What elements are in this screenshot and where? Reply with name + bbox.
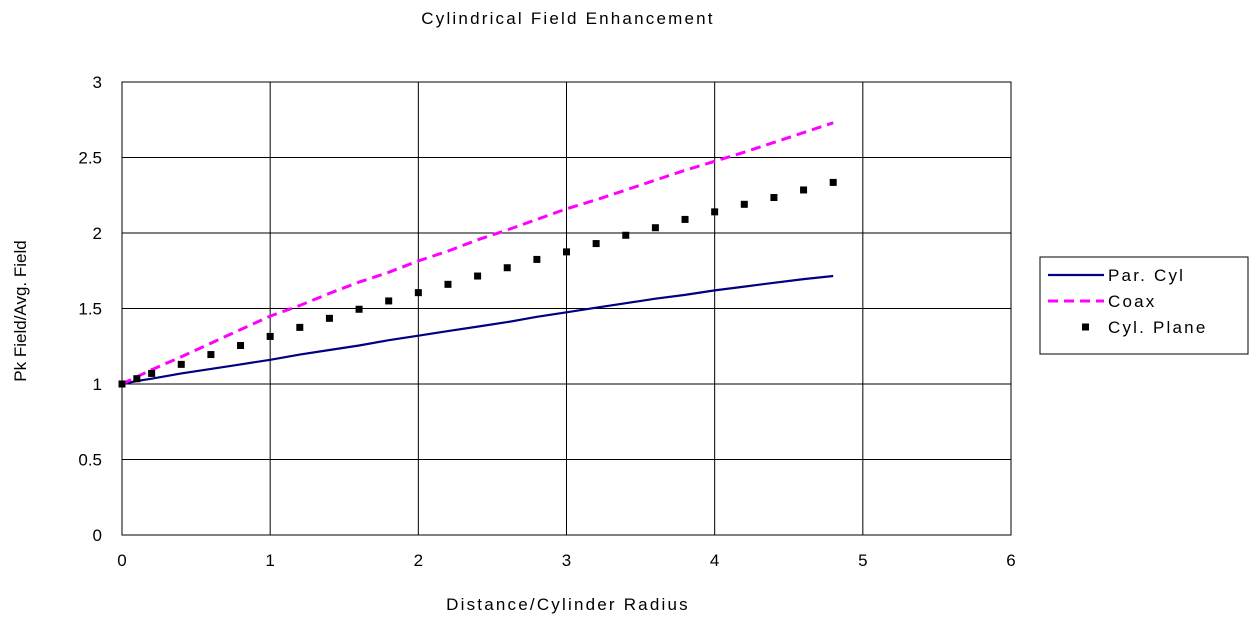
point-cyl-plane	[444, 280, 452, 288]
y-tick-label: 3	[93, 73, 102, 92]
point-cyl-plane	[474, 272, 482, 280]
point-cyl-plane	[711, 208, 719, 216]
point-cyl-plane	[800, 186, 808, 194]
y-tick-labels: 0 0.5 1 1.5 2 2.5 3	[78, 73, 102, 545]
chart-title: Cylindrical Field Enhancement	[421, 9, 714, 28]
point-cyl-plane	[770, 194, 778, 202]
point-cyl-plane	[385, 297, 393, 305]
legend-box	[1039, 256, 1249, 355]
x-axis-label: Distance/Cylinder Radius	[446, 595, 690, 614]
line-par-cyl	[121, 274, 834, 386]
x-tick-label: 0	[117, 551, 126, 570]
x-tick-label: 6	[1006, 551, 1015, 570]
x-tick-label: 3	[562, 551, 571, 570]
point-cyl-plane	[266, 332, 274, 340]
point-cyl-plane	[148, 369, 156, 377]
legend: Par. Cyl Coax Cyl. Plane	[1039, 256, 1249, 355]
point-cyl-plane	[503, 264, 511, 272]
legend-swatch-cyl-plane	[1082, 323, 1089, 331]
point-cyl-plane	[414, 289, 422, 297]
point-cyl-plane	[325, 314, 333, 322]
point-cyl-plane	[177, 360, 185, 368]
point-cyl-plane	[740, 200, 748, 208]
point-cyl-plane	[118, 380, 126, 388]
point-cyl-plane	[622, 231, 630, 239]
legend-label-cyl-plane: Cyl. Plane	[1108, 318, 1207, 337]
point-cyl-plane	[533, 255, 541, 263]
point-cyl-plane	[237, 341, 245, 349]
y-tick-label: 2	[93, 224, 102, 243]
series-cyl-plane	[118, 178, 837, 388]
x-tick-labels: 0 1 2 3 4 5 6	[117, 551, 1015, 570]
point-cyl-plane	[829, 178, 837, 186]
point-cyl-plane	[133, 375, 141, 383]
x-tick-label: 2	[414, 551, 423, 570]
point-cyl-plane	[296, 323, 304, 331]
x-tick-label: 1	[265, 551, 274, 570]
x-tick-label: 5	[858, 551, 867, 570]
plot-grid	[121, 81, 1012, 536]
x-tick-label: 4	[710, 551, 719, 570]
point-cyl-plane	[592, 240, 600, 248]
line-coax	[121, 121, 834, 386]
legend-label-par-cyl: Par. Cyl	[1108, 266, 1185, 285]
y-tick-label: 1.5	[78, 300, 102, 319]
point-cyl-plane	[355, 305, 363, 313]
point-cyl-plane	[207, 351, 215, 359]
series-layer	[118, 121, 837, 388]
point-cyl-plane	[563, 248, 570, 256]
y-tick-label: 0.5	[78, 451, 102, 470]
y-axis-label: Pk Field/Avg. Field	[11, 240, 30, 381]
plot-border	[121, 81, 1012, 536]
legend-label-coax: Coax	[1108, 292, 1157, 311]
y-tick-label: 1	[93, 375, 102, 394]
y-tick-label: 0	[93, 526, 102, 545]
point-cyl-plane	[681, 215, 689, 223]
point-cyl-plane	[651, 224, 659, 232]
y-tick-label: 2.5	[78, 149, 102, 168]
